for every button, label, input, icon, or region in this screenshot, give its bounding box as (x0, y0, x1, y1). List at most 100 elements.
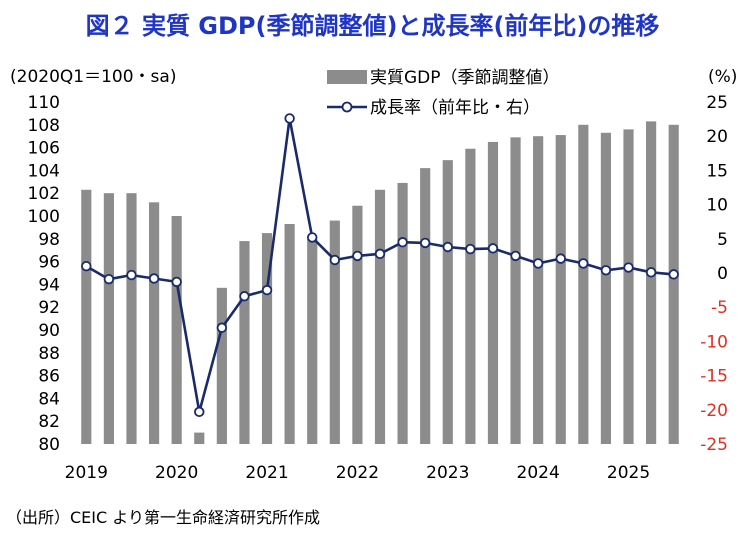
left-tick-label: 98 (38, 230, 60, 250)
gdp-bar (510, 137, 521, 444)
gdp-bar (239, 241, 250, 444)
left-tick-label: 96 (38, 253, 60, 273)
growth-point (352, 250, 363, 262)
gdp-bar (420, 168, 431, 444)
left-tick-label: 82 (38, 412, 60, 432)
legend-line-marker (341, 101, 353, 113)
growth-point (442, 241, 453, 253)
legend-line-label: 成長率（前年比・右） (370, 98, 540, 118)
gdp-bar (171, 216, 182, 444)
left-tick-label: 108 (28, 116, 60, 136)
left-tick-label: 88 (38, 344, 60, 364)
gdp-bar (148, 202, 160, 444)
growth-point (216, 322, 228, 333)
growth-point (555, 253, 566, 264)
gdp-bar (352, 205, 363, 444)
right-tick-label: -25 (700, 435, 728, 455)
left-tick-label: 100 (28, 207, 60, 227)
gdp-bar (623, 129, 634, 445)
growth-point (261, 284, 273, 296)
growth-point (239, 291, 250, 302)
gdp-bar (578, 124, 589, 445)
chart-title: 図２ 実質 GDP(季節調整値)と成長率(前年比)の推移 (85, 12, 660, 40)
x-axis-ticks: 2019 2020 2021 2022 2023 2024 2025 (65, 463, 650, 483)
right-axis-ticks: -25 -20 -15 -10 -5 0 5 10 15 20 25 (700, 93, 728, 455)
source-note: （出所）CEIC より第一生命経済研究所作成 (6, 508, 320, 527)
legend-bar-swatch (327, 70, 367, 84)
left-tick-label: 90 (38, 321, 60, 341)
left-tick-label: 86 (38, 367, 60, 387)
x-tick-label: 2019 (65, 463, 108, 483)
gdp-bar (533, 136, 544, 444)
growth-point (578, 258, 589, 269)
legend-bar-label: 実質GDP（季節調整値） (370, 68, 560, 88)
right-tick-label: -5 (711, 298, 728, 318)
gdp-bar (81, 189, 92, 444)
left-tick-label: 104 (28, 161, 60, 181)
right-tick-label: 20 (706, 127, 728, 147)
gdp-bar (397, 182, 408, 444)
growth-point (126, 269, 137, 281)
gdp-bar (465, 148, 476, 445)
right-tick-label: 0 (717, 264, 728, 284)
gdp-bar (487, 141, 499, 444)
gdp-bars (81, 121, 679, 445)
gdp-bar (600, 132, 612, 444)
gdp-bar (216, 287, 227, 444)
left-axis-unit: (2020Q1＝100・sa) (10, 67, 176, 87)
growth-point (532, 258, 544, 269)
growth-point (171, 276, 182, 288)
right-tick-label: 15 (706, 161, 728, 181)
right-axis-unit: (%) (708, 67, 737, 87)
right-tick-label: 10 (706, 196, 728, 216)
gdp-bar (442, 160, 453, 444)
gdp-bar (307, 238, 318, 444)
gdp-bar (374, 189, 386, 444)
growth-point (81, 260, 92, 272)
left-tick-label: 106 (28, 139, 60, 159)
growth-point (148, 273, 160, 284)
right-tick-label: 5 (717, 230, 728, 250)
x-tick-label: 2023 (426, 463, 469, 483)
growth-point (397, 237, 408, 248)
growth-point (465, 243, 476, 255)
left-tick-label: 94 (38, 275, 60, 295)
gdp-bar (646, 121, 657, 444)
growth-point (284, 113, 295, 124)
growth-point (419, 237, 431, 249)
gdp-bar (103, 193, 114, 444)
x-tick-label: 2022 (336, 463, 379, 483)
gdp-bar (261, 233, 273, 444)
left-tick-label: 102 (28, 184, 60, 204)
left-tick-label: 110 (28, 93, 60, 113)
gdp-bar (194, 432, 205, 444)
right-tick-label: -15 (700, 367, 728, 387)
growth-point (329, 254, 341, 266)
growth-point (374, 248, 386, 260)
gdp-bar (284, 223, 295, 444)
growth-point (600, 265, 612, 276)
right-tick-label: 25 (706, 93, 728, 113)
gdp-bar (329, 220, 340, 444)
growth-line (81, 113, 679, 418)
growth-point (103, 273, 115, 285)
legend: 実質GDP（季節調整値） 成長率（前年比・右） (327, 68, 560, 118)
gdp-bar (555, 135, 566, 444)
growth-point (645, 267, 657, 278)
right-tick-label: -10 (700, 332, 728, 352)
x-tick-label: 2021 (245, 463, 288, 483)
gdp-bar (668, 124, 679, 445)
gdp-bar (126, 193, 137, 444)
growth-point (510, 250, 521, 262)
right-tick-label: -20 (700, 401, 728, 421)
growth-point (307, 232, 318, 243)
left-tick-label: 84 (38, 389, 60, 409)
x-tick-label: 2024 (517, 463, 560, 483)
growth-point (623, 262, 634, 273)
growth-point (194, 406, 205, 418)
left-tick-label: 92 (38, 298, 60, 318)
growth-point (487, 243, 499, 254)
growth-point (668, 269, 679, 280)
